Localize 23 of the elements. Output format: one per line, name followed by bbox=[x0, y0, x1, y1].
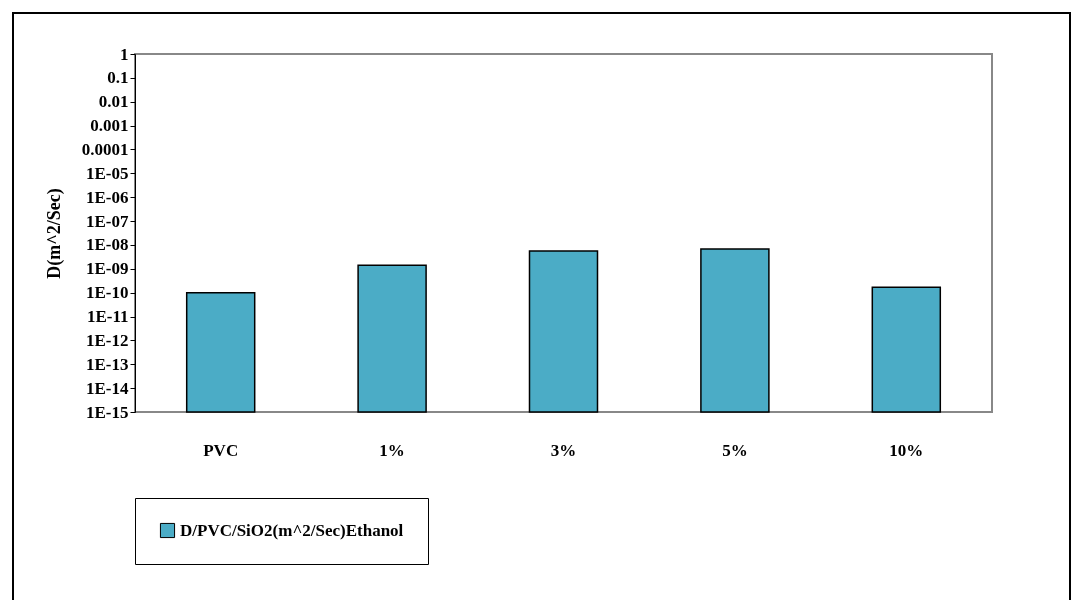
x-tick-label: 10% bbox=[889, 440, 924, 460]
y-tick-label: 1E-13 bbox=[86, 354, 129, 374]
x-tick-label: 5% bbox=[722, 440, 748, 460]
y-tick-label: 1E-15 bbox=[86, 402, 129, 422]
y-tick-label: 1E-14 bbox=[86, 378, 129, 398]
y-tick-label: 1E-07 bbox=[86, 211, 129, 231]
y-tick-label: 0.0001 bbox=[81, 139, 129, 159]
x-tick-label: PVC bbox=[203, 440, 239, 460]
y-tick-label: 0.001 bbox=[90, 116, 129, 136]
y-tick-label: 0.01 bbox=[98, 92, 129, 112]
y-tick-label: 1E-08 bbox=[86, 235, 129, 255]
y-tick-label: 1E-12 bbox=[86, 330, 129, 350]
x-tick-label: 1% bbox=[379, 440, 405, 460]
x-tick-label: 3% bbox=[550, 440, 577, 460]
y-tick-label: 1E-06 bbox=[86, 187, 129, 207]
y-tick-label: 1E-09 bbox=[86, 259, 129, 279]
y-axis-title: D(m^2/Sec) bbox=[43, 188, 65, 279]
y-tick-label: 1E-05 bbox=[86, 163, 129, 183]
y-tick-label: 1E-11 bbox=[86, 307, 129, 327]
legend-label: D/PVC/SiO2(m^2/Sec)Ethanol bbox=[180, 520, 404, 540]
y-tick-label: 0.1 bbox=[107, 68, 129, 88]
y-tick-label: 1 bbox=[120, 44, 129, 64]
y-tick-label: 1E-10 bbox=[86, 283, 129, 303]
